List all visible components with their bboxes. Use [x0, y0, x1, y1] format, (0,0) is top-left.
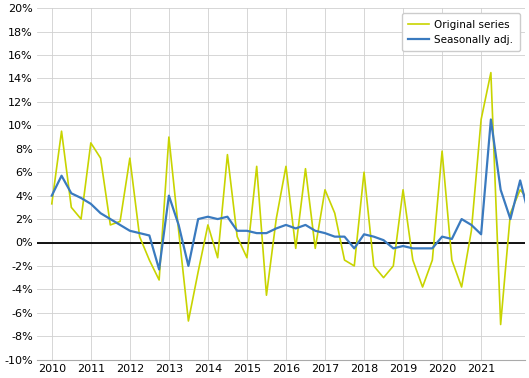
- Seasonally adj.: [380, 238, 387, 242]
- Original series: [351, 264, 358, 268]
- Seasonally adj.: [488, 117, 494, 122]
- Original series: [49, 201, 55, 206]
- Seasonally adj.: [156, 267, 162, 272]
- Seasonally adj.: [234, 229, 240, 233]
- Original series: [312, 246, 318, 251]
- Seasonally adj.: [361, 232, 367, 237]
- Line: Seasonally adj.: Seasonally adj.: [52, 119, 529, 270]
- Original series: [283, 164, 289, 169]
- Line: Original series: Original series: [52, 73, 529, 325]
- Original series: [488, 70, 494, 75]
- Original series: [497, 322, 504, 327]
- Legend: Original series, Seasonally adj.: Original series, Seasonally adj.: [402, 13, 519, 51]
- Seasonally adj.: [322, 231, 328, 235]
- Seasonally adj.: [49, 194, 55, 198]
- Seasonally adj.: [293, 226, 299, 231]
- Original series: [224, 152, 231, 157]
- Original series: [88, 141, 94, 145]
- Seasonally adj.: [88, 201, 94, 206]
- Original series: [371, 264, 377, 268]
